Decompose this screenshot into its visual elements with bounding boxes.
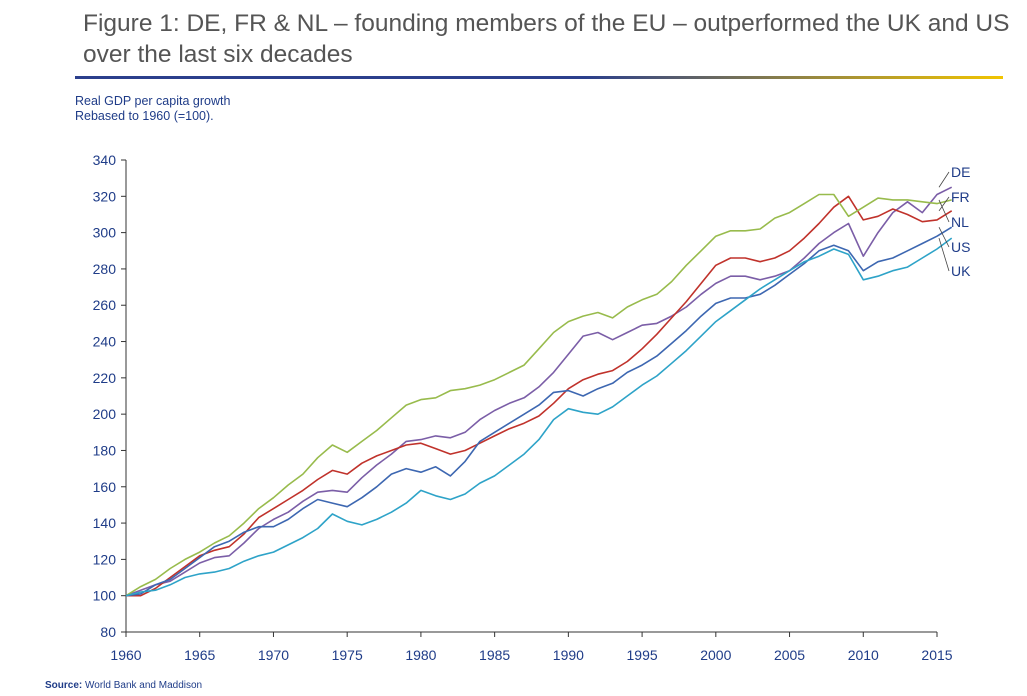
- series-line-us: [125, 226, 953, 597]
- chart-axes: 80 100 120 140 160 180 200 220 240 260 280 300 320 34…: [93, 152, 953, 663]
- x-tick-label: 1960: [110, 647, 141, 663]
- y-tick-label: 240: [93, 334, 117, 350]
- y-tick-label: 260: [93, 297, 117, 313]
- series-label-fr: FR: [951, 189, 970, 205]
- x-tick-label: 1980: [405, 647, 436, 663]
- chart-series-labels: DE FR NL US UK: [938, 164, 971, 279]
- series-line-fr: [126, 195, 953, 597]
- chart-series-lines: [125, 186, 953, 597]
- y-tick-label: 180: [93, 442, 117, 458]
- x-tick-label: 1990: [553, 647, 584, 663]
- y-tick-label: 200: [93, 406, 117, 422]
- y-tick-label: 80: [100, 624, 116, 640]
- chart-title: Figure 1: DE, FR & NL – founding members…: [83, 10, 1010, 68]
- x-tick-label: 1985: [479, 647, 510, 663]
- series-label-us: US: [951, 239, 970, 255]
- y-tick-label: 100: [93, 588, 117, 604]
- source-text: World Bank and Maddison: [85, 680, 203, 691]
- y-tick-label: 220: [93, 370, 117, 386]
- x-tick-label: 2015: [921, 647, 952, 663]
- x-tick-label: 2000: [700, 647, 731, 663]
- y-tick-label: 140: [93, 515, 117, 531]
- series-label-de: DE: [951, 164, 970, 180]
- y-tick-label: 300: [93, 225, 117, 241]
- y-tick-label: 120: [93, 551, 117, 567]
- y-tick-label: 340: [93, 152, 117, 168]
- y-tick-label: 320: [93, 188, 117, 204]
- chart-subtitle-line-1: Real GDP per capita growth: [75, 94, 231, 108]
- x-tick-label: 1965: [184, 647, 215, 663]
- series-leader-de: [938, 171, 950, 188]
- series-line-nl: [125, 193, 952, 597]
- series-leader-uk: [938, 237, 950, 272]
- source-note: Source: World Bank and Maddison: [45, 680, 202, 691]
- x-tick-label: 2010: [848, 647, 879, 663]
- series-line-de: [125, 186, 953, 597]
- series-label-nl: NL: [951, 214, 969, 230]
- x-tick-label: 1995: [627, 647, 658, 663]
- x-tick-label: 2005: [774, 647, 805, 663]
- y-tick-label: 280: [93, 261, 117, 277]
- series-leader-us: [938, 226, 950, 248]
- series-leader-fr: [938, 196, 950, 212]
- x-tick-label: 1975: [332, 647, 363, 663]
- y-tick-label: 160: [93, 479, 117, 495]
- series-line-uk: [125, 237, 953, 597]
- x-tick-label: 1970: [258, 647, 289, 663]
- chart-subtitle-line-2: Rebased to 1960 (=100).: [75, 109, 214, 123]
- title-divider: [75, 76, 1003, 79]
- series-label-uk: UK: [951, 263, 971, 279]
- series-leader-nl: [938, 199, 950, 223]
- source-label: Source:: [45, 680, 83, 691]
